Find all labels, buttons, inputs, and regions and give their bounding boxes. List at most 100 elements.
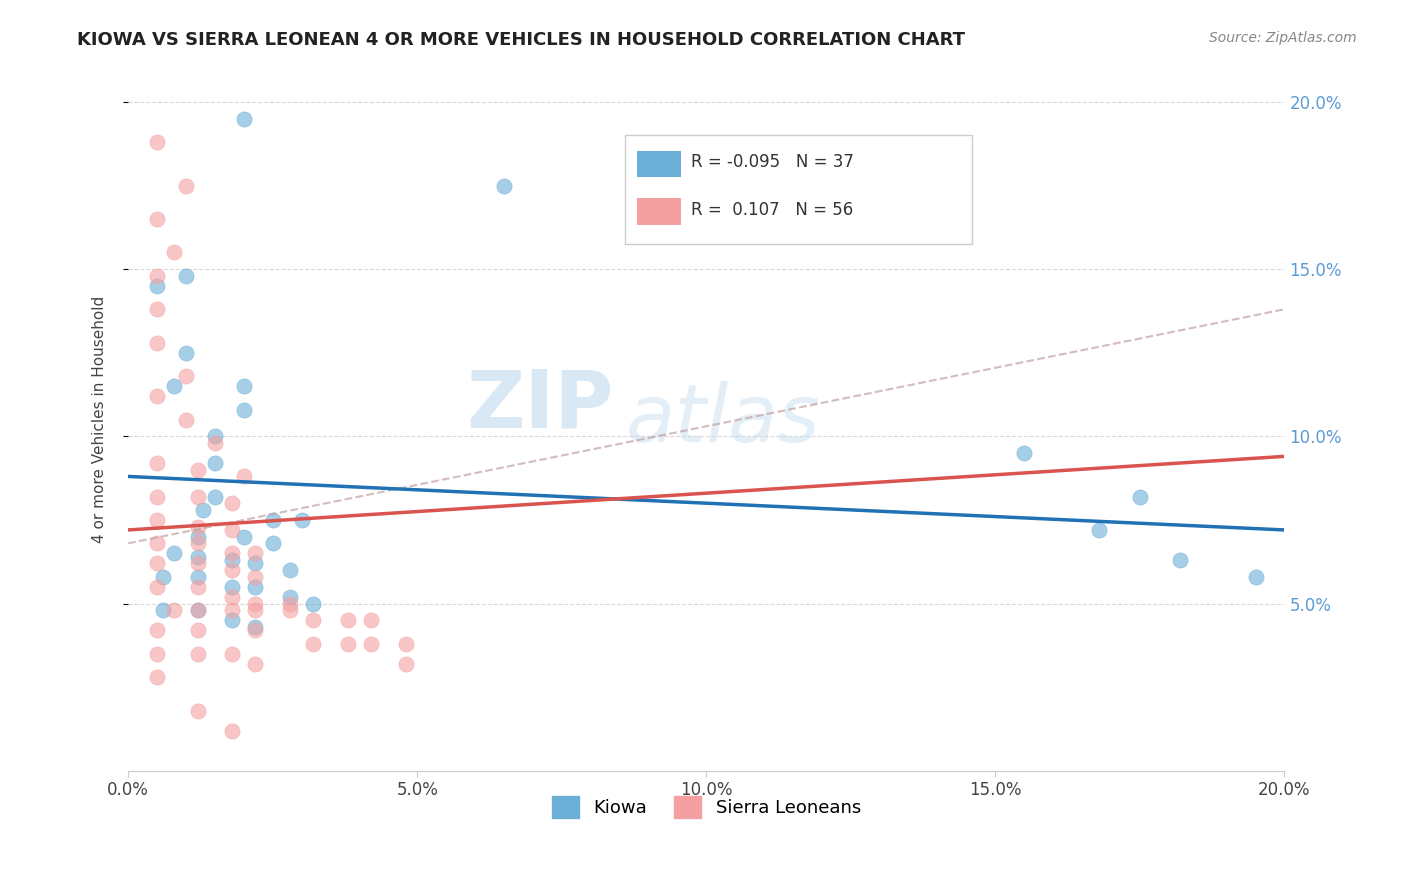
- Point: [146, 135, 169, 149]
- Point: [232, 469, 254, 483]
- Point: [1088, 523, 1111, 537]
- Point: [232, 530, 254, 544]
- Text: Source: ZipAtlas.com: Source: ZipAtlas.com: [1209, 31, 1357, 45]
- Point: [163, 546, 186, 560]
- Point: [146, 580, 169, 594]
- Point: [174, 412, 197, 426]
- Point: [186, 536, 208, 550]
- Point: [232, 379, 254, 393]
- Bar: [637, 151, 681, 178]
- Point: [245, 570, 267, 584]
- Point: [146, 513, 169, 527]
- Point: [146, 211, 169, 226]
- Point: [146, 389, 169, 403]
- Bar: [637, 198, 681, 225]
- Point: [221, 613, 243, 627]
- Point: [146, 624, 169, 638]
- Point: [221, 603, 243, 617]
- Point: [1012, 446, 1035, 460]
- Point: [245, 546, 267, 560]
- Point: [262, 536, 284, 550]
- Text: R = -0.095   N = 37: R = -0.095 N = 37: [692, 153, 853, 171]
- Point: [186, 570, 208, 584]
- Point: [221, 553, 243, 567]
- Point: [262, 513, 284, 527]
- Point: [146, 490, 169, 504]
- Point: [492, 178, 515, 193]
- Point: [302, 597, 325, 611]
- Point: [186, 704, 208, 718]
- Point: [146, 557, 169, 571]
- Point: [163, 603, 186, 617]
- Point: [336, 613, 359, 627]
- Point: [204, 436, 226, 450]
- Point: [146, 302, 169, 317]
- Text: KIOWA VS SIERRA LEONEAN 4 OR MORE VEHICLES IN HOUSEHOLD CORRELATION CHART: KIOWA VS SIERRA LEONEAN 4 OR MORE VEHICL…: [77, 31, 966, 49]
- Point: [146, 456, 169, 470]
- Point: [146, 670, 169, 684]
- Point: [146, 278, 169, 293]
- Point: [174, 345, 197, 359]
- Point: [186, 624, 208, 638]
- Point: [221, 723, 243, 738]
- Point: [186, 603, 208, 617]
- Point: [146, 647, 169, 661]
- Point: [204, 456, 226, 470]
- Point: [204, 490, 226, 504]
- Point: [186, 519, 208, 533]
- Y-axis label: 4 or more Vehicles in Household: 4 or more Vehicles in Household: [93, 296, 107, 543]
- Point: [221, 546, 243, 560]
- Point: [278, 603, 301, 617]
- Point: [245, 657, 267, 671]
- Point: [174, 178, 197, 193]
- Point: [146, 335, 169, 350]
- Point: [232, 402, 254, 417]
- Text: ZIP: ZIP: [467, 367, 614, 444]
- Point: [163, 379, 186, 393]
- Point: [336, 637, 359, 651]
- Point: [245, 557, 267, 571]
- Text: R =  0.107   N = 56: R = 0.107 N = 56: [692, 201, 853, 219]
- Point: [221, 563, 243, 577]
- Point: [146, 268, 169, 283]
- Point: [186, 603, 208, 617]
- Point: [395, 637, 418, 651]
- Point: [1129, 490, 1152, 504]
- Point: [1170, 553, 1192, 567]
- Point: [186, 530, 208, 544]
- Point: [186, 647, 208, 661]
- FancyBboxPatch shape: [626, 136, 972, 244]
- Point: [186, 549, 208, 564]
- Point: [186, 557, 208, 571]
- Point: [278, 590, 301, 604]
- Point: [360, 613, 382, 627]
- Text: atlas: atlas: [626, 381, 820, 458]
- Point: [302, 637, 325, 651]
- Point: [302, 613, 325, 627]
- Point: [291, 513, 314, 527]
- Point: [193, 503, 215, 517]
- Point: [221, 496, 243, 510]
- Point: [245, 597, 267, 611]
- Point: [221, 647, 243, 661]
- Legend: Kiowa, Sierra Leoneans: Kiowa, Sierra Leoneans: [544, 789, 868, 825]
- Point: [221, 580, 243, 594]
- Point: [221, 523, 243, 537]
- Point: [1244, 570, 1267, 584]
- Point: [146, 536, 169, 550]
- Point: [186, 580, 208, 594]
- Point: [395, 657, 418, 671]
- Point: [186, 490, 208, 504]
- Point: [221, 590, 243, 604]
- Point: [245, 603, 267, 617]
- Point: [245, 624, 267, 638]
- Point: [186, 463, 208, 477]
- Point: [278, 563, 301, 577]
- Point: [174, 268, 197, 283]
- Point: [278, 597, 301, 611]
- Point: [174, 369, 197, 384]
- Point: [245, 620, 267, 634]
- Point: [163, 245, 186, 260]
- Point: [360, 637, 382, 651]
- Point: [152, 603, 174, 617]
